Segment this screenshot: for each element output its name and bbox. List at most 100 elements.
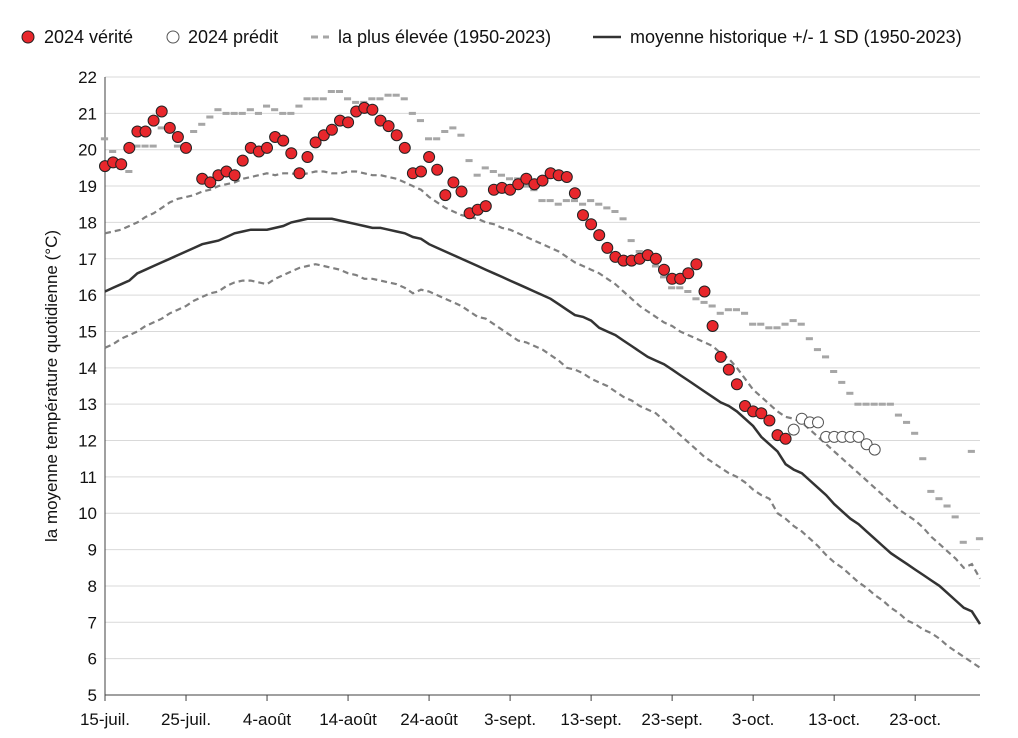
actual-point	[228, 169, 241, 182]
x-tick-label: 14-août	[319, 710, 377, 729]
actual-point	[390, 129, 403, 142]
y-tick-label: 6	[88, 650, 97, 669]
actual-point	[658, 263, 670, 276]
actual-point	[115, 158, 128, 171]
actual-point	[309, 136, 322, 149]
actual-point	[674, 272, 687, 285]
x-tick-label: 25-juil.	[161, 710, 211, 729]
actual-point	[285, 147, 298, 160]
actual-point	[601, 241, 614, 254]
y-tick-label: 16	[78, 286, 97, 305]
actual-point	[163, 121, 176, 134]
y-axis-title: la moyenne température quotidienne (°C)	[42, 230, 61, 542]
actual-point	[706, 320, 719, 332]
predicted-point	[852, 430, 865, 443]
x-tick-label: 13-sept.	[560, 710, 621, 729]
y-tick-label: 9	[88, 541, 97, 560]
x-axis: 15-juil. 25-juil. 4-août 14-août 24-août 3-se…	[80, 694, 980, 729]
y-tick-label: 12	[78, 432, 97, 451]
series-layer	[99, 90, 984, 669]
y-tick-label: 7	[88, 613, 97, 632]
actual-point	[171, 131, 184, 143]
actual-point	[649, 252, 662, 265]
actual-point	[431, 163, 444, 176]
actual-point	[779, 432, 792, 445]
y-tick-label: 11	[79, 468, 97, 487]
actual-point	[415, 165, 427, 178]
legend-predicted-label: 2024 prédit	[188, 27, 278, 47]
actual-point	[682, 267, 695, 280]
x-tick-label: 23-oct.	[889, 710, 941, 729]
actual-point	[560, 171, 573, 183]
y-tick-label: 21	[78, 104, 97, 123]
actual-point	[261, 141, 273, 154]
series-mean-minus-sd	[104, 263, 981, 669]
actual-point	[398, 141, 411, 154]
actual-point	[293, 167, 306, 180]
actual-point	[301, 151, 314, 163]
actual-point	[479, 200, 492, 213]
actual-point	[763, 414, 776, 427]
legend-predicted-marker	[166, 30, 180, 44]
legend-actual-label: 2024 vérité	[44, 27, 133, 47]
x-tick-label: 3-oct.	[732, 710, 775, 729]
actual-point	[504, 183, 517, 196]
y-tick-label: 8	[88, 577, 97, 596]
actual-point	[423, 151, 436, 163]
y-tick-label: 17	[78, 250, 97, 269]
actual-point	[698, 285, 711, 298]
actual-point	[722, 363, 735, 376]
y-tick-label: 22	[78, 68, 97, 87]
y-tick-label: 5	[88, 686, 97, 705]
actual-point	[382, 120, 395, 133]
y-tick-label: 15	[78, 322, 97, 341]
legend-actual-marker	[21, 30, 35, 44]
actual-point	[536, 174, 549, 187]
actual-point	[366, 103, 379, 116]
actual-point	[455, 185, 468, 198]
y-tick-label: 20	[78, 141, 97, 160]
actual-point	[123, 141, 136, 154]
actual-point	[277, 134, 290, 147]
actual-point	[730, 378, 743, 391]
legend: 2024 vérité 2024 prédit la plus élevée (…	[21, 27, 962, 47]
x-tick-label: 4-août	[243, 710, 291, 729]
series-mean-plus-sd	[104, 170, 981, 580]
y-tick-label: 19	[78, 177, 97, 196]
predicted-point	[812, 416, 824, 429]
actual-point	[180, 141, 192, 154]
actual-point	[593, 229, 606, 242]
y-tick-label: 14	[78, 359, 97, 378]
y-tick-label: 13	[78, 395, 97, 414]
actual-point	[204, 176, 217, 189]
x-tick-label: 3-sept.	[484, 710, 536, 729]
actual-point	[139, 125, 152, 138]
legend-mean-label: moyenne historique +/- 1 SD (1950-2023)	[630, 27, 962, 47]
actual-point	[439, 189, 452, 202]
y-tick-label: 10	[78, 504, 97, 523]
actual-point	[236, 154, 249, 167]
actual-point	[577, 209, 589, 222]
actual-point	[447, 176, 460, 189]
actual-point	[585, 218, 598, 231]
x-tick-label: 15-juil.	[80, 710, 130, 729]
legend-highest-label: la plus élevée (1950-2023)	[338, 27, 551, 47]
actual-point	[568, 187, 581, 200]
actual-point	[374, 114, 387, 127]
predicted-point	[868, 443, 881, 456]
y-tick-label: 18	[78, 213, 97, 232]
actual-point	[690, 258, 703, 271]
actual-point	[342, 116, 355, 129]
actual-point	[714, 350, 727, 363]
x-tick-label: 24-août	[400, 710, 458, 729]
actual-point	[155, 105, 168, 118]
actual-point	[325, 123, 338, 136]
gridlines	[105, 76, 980, 696]
predicted-point	[787, 423, 800, 436]
series-mean	[104, 217, 982, 625]
x-tick-label: 13-oct.	[808, 710, 860, 729]
actual-point	[147, 114, 160, 127]
y-axis: 5 6 7 8 9 10 11 12 13 14 15 16 17 18 19 20 21 22	[78, 68, 106, 705]
actual-point	[317, 129, 330, 142]
